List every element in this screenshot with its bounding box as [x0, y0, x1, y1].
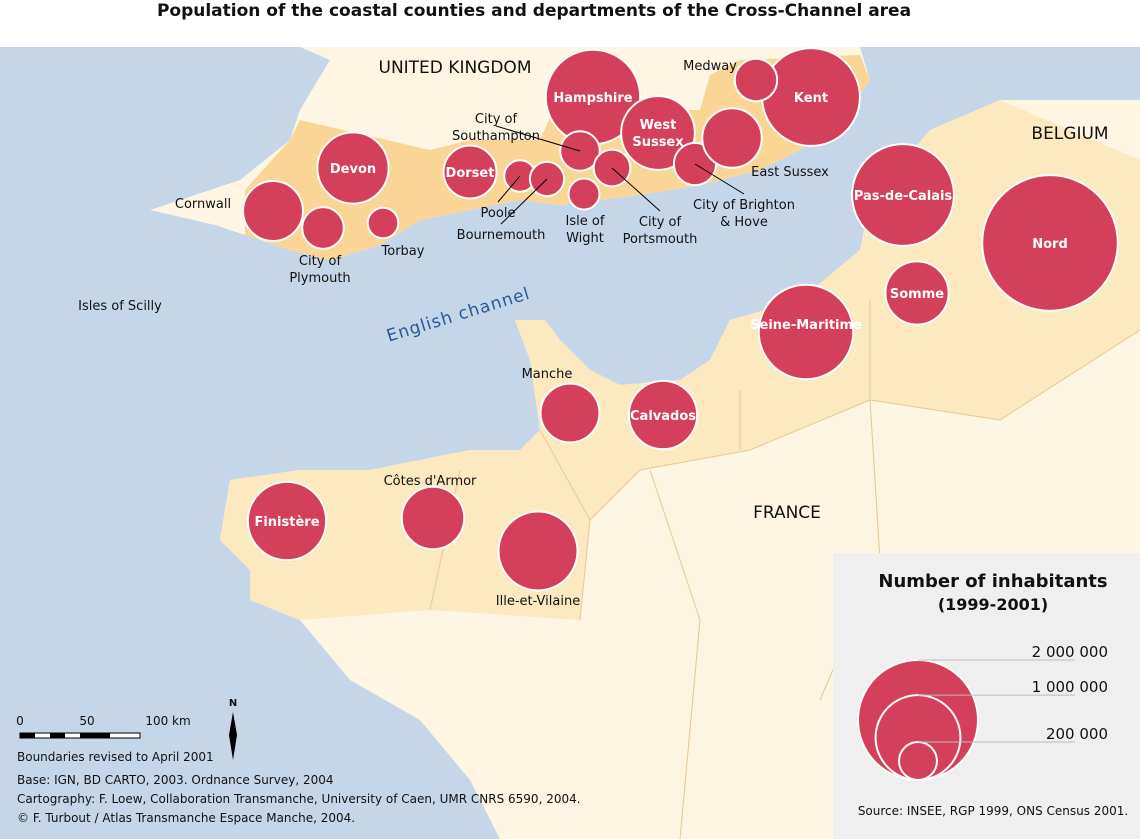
region-circle [316, 131, 390, 205]
region-label: Devon [330, 162, 376, 177]
scale-bar: 0 50 100 km N [16, 698, 237, 760]
scale-tick: 50 [79, 714, 94, 728]
region-label: City of Plymouth [289, 254, 350, 286]
country-label: BELGIUM [1031, 124, 1108, 144]
region-label: City of Portsmouth [623, 215, 698, 247]
legend-label: 1 000 000 [1032, 678, 1108, 696]
note: Base: IGN, BD CARTO, 2003. Ordnance Surv… [17, 773, 334, 787]
uk-coastal-counties [245, 55, 870, 260]
region-circle [757, 283, 855, 381]
note: © F. Turbout / Atlas Transmanche Espace … [17, 811, 355, 825]
region-label: West Sussex [632, 118, 684, 150]
region-label: Torbay [381, 244, 425, 259]
credits: Boundaries revised to April 2001 Base: I… [17, 750, 581, 825]
title: Population of the coastal counties and d… [157, 1, 911, 21]
leader [694, 163, 745, 195]
region-circle [242, 180, 304, 242]
region-label: City of Southampton [452, 112, 540, 144]
region-circle [733, 57, 779, 103]
region-label: Medway [683, 59, 737, 74]
region-circle [400, 485, 466, 551]
legend-title: Number of inhabitants [878, 571, 1107, 592]
region-label: Nord [1032, 237, 1068, 252]
region-label: Dorset [446, 166, 495, 181]
legend-circle [898, 741, 938, 781]
leader [497, 175, 521, 203]
note: Cartography: F. Loew, Collaboration Tran… [17, 792, 581, 806]
region-label: Côtes d'Armor [384, 474, 477, 489]
island-label: Isles of Scilly [78, 299, 162, 314]
leader [495, 125, 581, 152]
region-circle [246, 480, 328, 562]
leader [500, 178, 548, 225]
region-circle [539, 382, 601, 444]
region-label: City of Brighton & Hove [693, 198, 795, 230]
region-circle [701, 107, 763, 169]
region-label: Hampshire [553, 91, 632, 106]
legend-subtitle: (1999-2001) [938, 595, 1048, 614]
country-label: FRANCE [753, 503, 821, 523]
region-label: Poole [481, 206, 516, 221]
region-circle [981, 174, 1119, 312]
region-label: Ille-et-Vilaine [496, 594, 580, 609]
region-label: Calvados [630, 409, 696, 424]
region-label: Bournemouth [457, 228, 546, 243]
note: Boundaries revised to April 2001 [17, 750, 214, 764]
region-label: Somme [890, 287, 944, 302]
region-circle [366, 206, 400, 240]
region-label: Pas-de-Calais [854, 189, 953, 204]
north: N [229, 698, 237, 709]
region-label: Kent [794, 91, 828, 106]
regions: Hampshire Kent Devon Cornwall City of Plymout… [175, 47, 1119, 609]
source: Source: INSEE, RGP 1999, ONS Census 2001… [858, 804, 1128, 818]
region-label: Manche [522, 367, 573, 382]
scale-tick: 0 [16, 714, 24, 728]
legend-label: 2 000 000 [1032, 643, 1108, 661]
legend-label: 200 000 [1046, 725, 1108, 743]
region-label: Seine-Maritime [750, 318, 862, 333]
region-circle [497, 510, 579, 592]
region-label: East Sussex [751, 165, 829, 180]
region-circle [301, 206, 345, 250]
scale-tick: 100 km [145, 714, 190, 728]
region-label: Isle of Wight [566, 214, 605, 246]
region-circle [851, 143, 955, 247]
legend-sizes: 2 000 000 1 000 000 200 000 [857, 643, 1108, 782]
leader [611, 167, 661, 212]
region-circle [620, 95, 696, 171]
country-label: UNITED KINGDOM [379, 58, 532, 78]
region-circle [442, 144, 498, 200]
region-circle [884, 260, 950, 326]
region-label: Finistère [254, 515, 319, 530]
region-label: Cornwall [175, 197, 231, 212]
region-circle [567, 177, 601, 211]
region-circle [627, 379, 699, 451]
